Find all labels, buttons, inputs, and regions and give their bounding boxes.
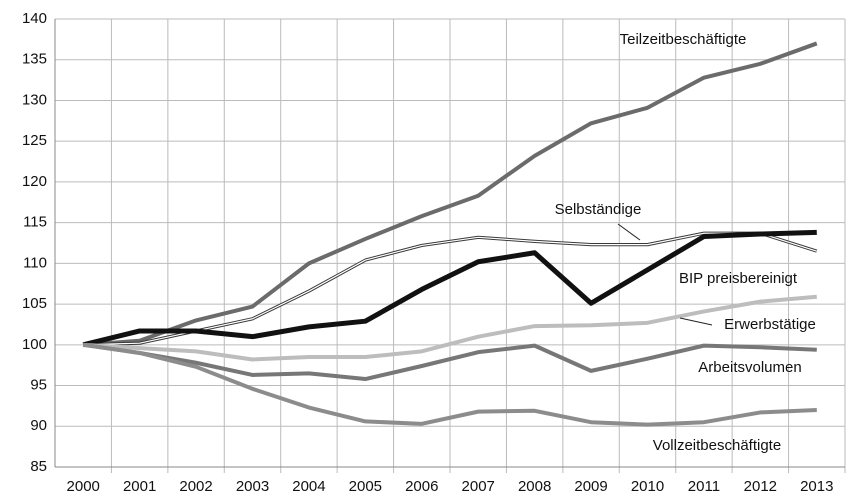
series-label: Erwerbstätige bbox=[724, 316, 816, 333]
x-tick-label: 2008 bbox=[518, 478, 551, 495]
y-tick-label: 120 bbox=[22, 173, 47, 190]
y-tick-label: 110 bbox=[23, 254, 47, 271]
leader-line bbox=[679, 317, 713, 326]
series-label: Arbeitsvolumen bbox=[698, 359, 801, 376]
y-tick-label: 95 bbox=[30, 377, 47, 394]
series-label: Teilzeitbeschäftigte bbox=[620, 31, 747, 48]
leader-line bbox=[617, 223, 641, 241]
x-tick-label: 2002 bbox=[179, 478, 212, 495]
x-tick-label: 2006 bbox=[405, 478, 438, 495]
x-tick-label: 2004 bbox=[292, 478, 325, 495]
y-tick-label: 100 bbox=[22, 336, 47, 353]
series-label: Selbständige bbox=[555, 201, 642, 218]
x-tick-label: 2003 bbox=[236, 478, 269, 495]
x-tick-label: 2010 bbox=[631, 478, 664, 495]
y-tick-label: 85 bbox=[30, 458, 47, 475]
x-tick-label: 2001 bbox=[123, 478, 156, 495]
x-tick-label: 2009 bbox=[574, 478, 607, 495]
series-line bbox=[83, 294, 817, 362]
x-tick-label: 2000 bbox=[67, 478, 100, 495]
y-tick-label: 105 bbox=[22, 295, 47, 312]
series-line-inner bbox=[83, 232, 817, 346]
x-tick-label: 2012 bbox=[744, 478, 777, 495]
y-tick-label: 115 bbox=[23, 214, 47, 231]
y-tick-label: 90 bbox=[30, 417, 47, 434]
series-label: Vollzeitbeschäftigte bbox=[653, 437, 781, 454]
y-tick-label: 140 bbox=[22, 10, 47, 27]
series-line bbox=[82, 342, 817, 427]
y-tick-label: 125 bbox=[22, 132, 47, 149]
x-tick-label: 2013 bbox=[800, 478, 833, 495]
series-label: BIP preisbereinigt bbox=[679, 270, 798, 287]
series-line bbox=[82, 342, 817, 382]
series-line bbox=[82, 229, 817, 348]
x-tick-label: 2005 bbox=[349, 478, 382, 495]
y-tick-label: 135 bbox=[22, 51, 47, 68]
y-tick-label: 130 bbox=[22, 91, 47, 108]
series-line bbox=[83, 41, 818, 347]
x-tick-label: 2007 bbox=[462, 478, 495, 495]
x-tick-label: 2011 bbox=[688, 478, 720, 495]
